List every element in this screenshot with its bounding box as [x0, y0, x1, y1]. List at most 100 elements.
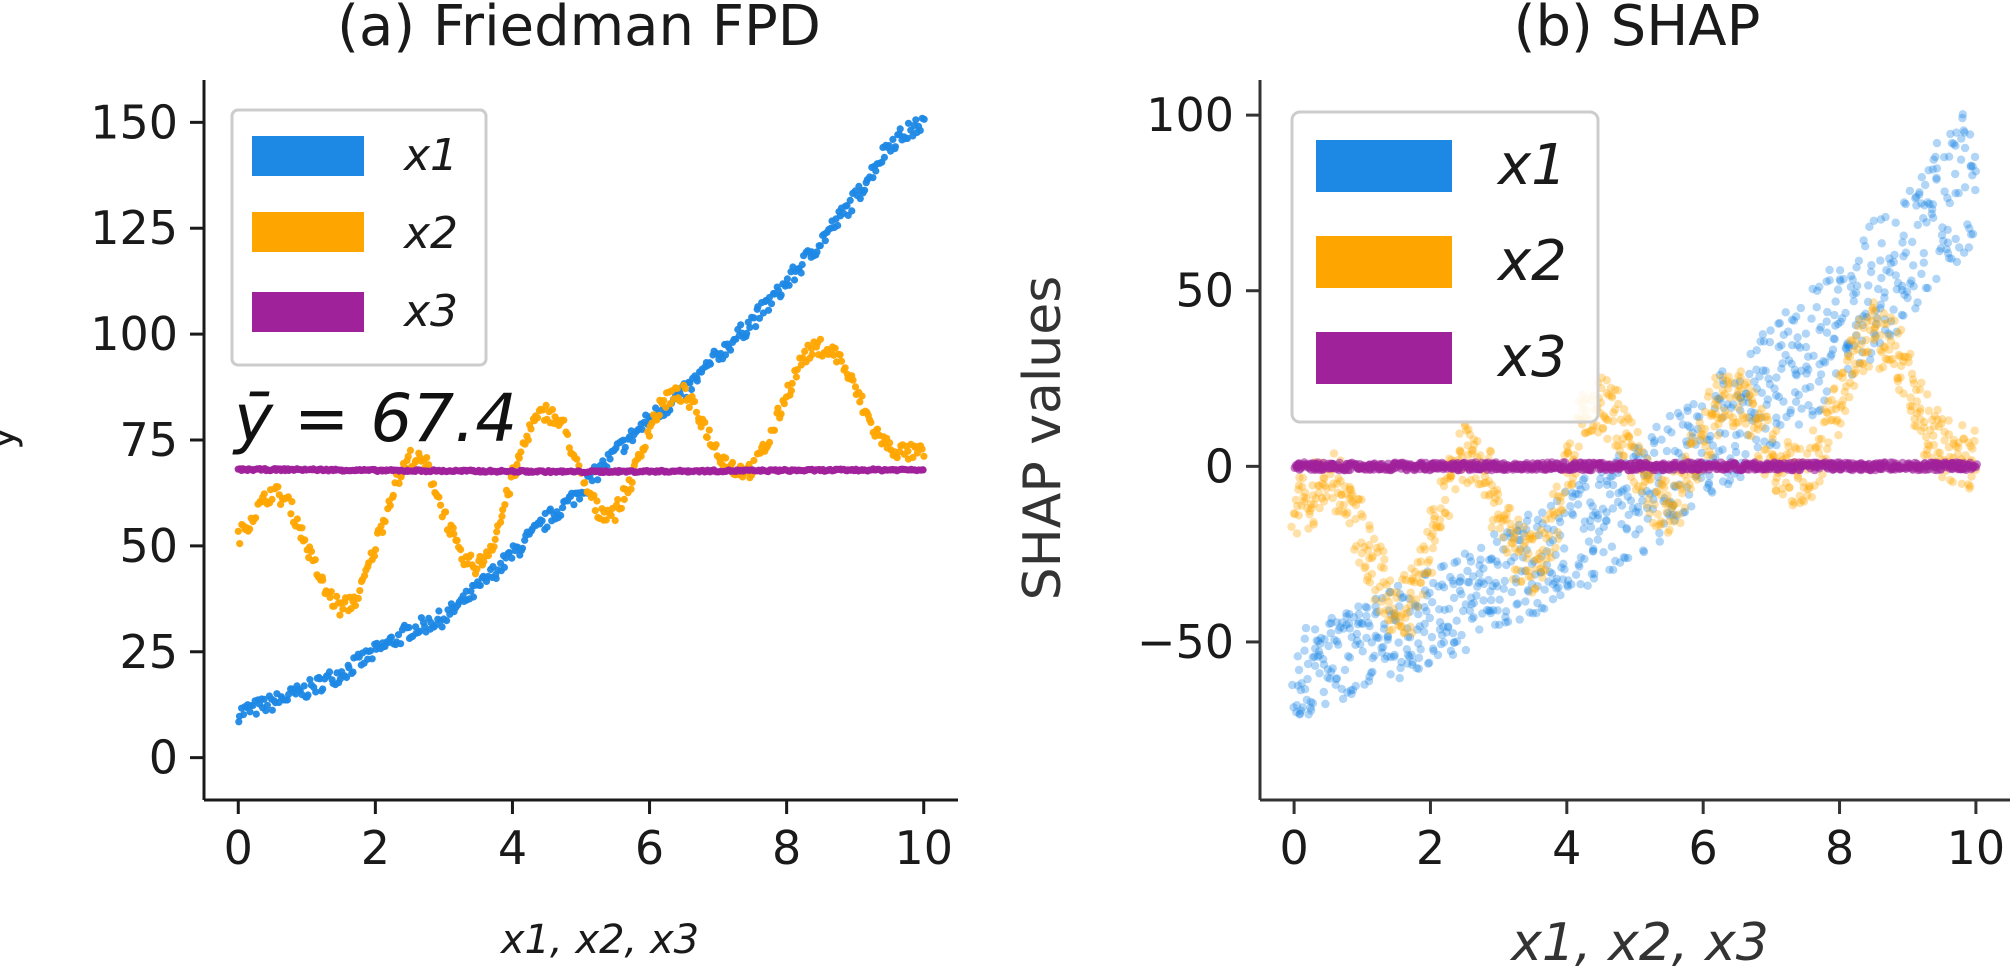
point-x1: [1589, 546, 1598, 556]
point-x2: [1620, 405, 1629, 414]
point-x1: [1580, 554, 1589, 564]
point-x2: [268, 495, 276, 503]
point-x2: [1339, 500, 1348, 510]
panel-a-y-label: y: [0, 426, 24, 450]
point-x1: [1643, 514, 1652, 523]
point-x2: [1937, 419, 1946, 428]
point-x1: [1901, 199, 1910, 209]
point-x2: [1552, 482, 1561, 491]
point-x2: [1858, 359, 1868, 368]
point-x1: [1599, 548, 1608, 557]
point-x2: [1297, 482, 1307, 491]
point-x2: [1619, 451, 1629, 461]
point-x2: [1894, 329, 1903, 338]
point-x2: [1430, 511, 1439, 521]
point-x2: [1873, 314, 1883, 323]
point-x2: [326, 593, 334, 602]
point-x1: [1440, 605, 1449, 615]
point-x1: [1303, 674, 1312, 684]
point-x2: [1319, 497, 1329, 506]
point-x1: [687, 385, 696, 394]
point-x1: [1467, 593, 1476, 602]
point-x2: [1970, 436, 1979, 446]
point-x2: [628, 478, 636, 486]
point-x1: [1311, 644, 1320, 653]
point-x2: [1289, 509, 1299, 518]
point-x2: [1328, 493, 1337, 503]
point-x2: [1493, 489, 1503, 499]
point-x1: [1450, 638, 1459, 647]
point-x2: [1722, 376, 1732, 385]
point-x1: [1563, 582, 1573, 591]
point-x1: [1576, 553, 1586, 562]
point-x2: [1339, 508, 1348, 517]
point-x1: [1300, 634, 1310, 643]
point-x2: [841, 364, 849, 372]
point-x1: [1545, 567, 1555, 577]
point-x1: [1602, 516, 1611, 526]
point-x2: [1387, 588, 1396, 597]
point-x1: [1876, 256, 1885, 265]
point-x1: [1752, 384, 1762, 393]
point-x2: [1487, 523, 1496, 532]
point-x2: [1379, 578, 1388, 587]
point-x1: [1920, 201, 1929, 210]
point-x1: [1371, 631, 1380, 640]
point-x2: [1354, 495, 1363, 504]
y-tick-label: −50: [1137, 615, 1234, 669]
point-x2: [370, 552, 379, 560]
point-x2: [1663, 491, 1672, 500]
point-x1: [1314, 636, 1323, 646]
point-x1: [1912, 201, 1921, 210]
point-x1: [1794, 420, 1804, 429]
point-x2: [1865, 312, 1874, 321]
point-x2: [1845, 393, 1854, 402]
point-x2: [1358, 512, 1368, 521]
point-x1: [1750, 408, 1759, 418]
point-x2: [1769, 451, 1778, 460]
point-x2: [1399, 628, 1409, 638]
point-x2: [774, 404, 782, 412]
point-x2: [1845, 352, 1855, 361]
point-x1: [1801, 384, 1810, 393]
point-x2: [1755, 414, 1765, 423]
point-x1: [1521, 597, 1530, 606]
point-x1: [1683, 403, 1692, 412]
point-x1: [1802, 362, 1811, 371]
point-x1: [1534, 530, 1544, 540]
point-x2: [1334, 507, 1344, 516]
point-x1: [1670, 446, 1680, 456]
point-x1: [1814, 377, 1824, 386]
point-x2: [1540, 528, 1549, 538]
point-x2: [831, 344, 839, 352]
point-x1: [1793, 333, 1802, 342]
point-x2: [1795, 498, 1805, 508]
point-x1: [1705, 471, 1714, 480]
point-x1: [1913, 220, 1923, 230]
point-x2: [1489, 498, 1499, 507]
point-x2: [1700, 407, 1710, 416]
point-x2: [1522, 565, 1531, 575]
point-x1: [492, 574, 500, 583]
point-x2: [1392, 610, 1402, 620]
point-x1: [1540, 585, 1549, 594]
point-x1: [1479, 579, 1489, 589]
point-x2: [1541, 515, 1550, 524]
point-x2: [1433, 522, 1442, 532]
point-x2: [729, 458, 737, 467]
x-tick-label: 8: [1825, 821, 1854, 875]
point-x2: [1384, 597, 1394, 607]
point-x2: [1652, 487, 1662, 497]
point-x1: [1575, 562, 1584, 571]
point-x2: [1480, 472, 1490, 481]
point-x2: [620, 495, 628, 503]
point-x2: [1574, 442, 1584, 451]
point-x1: [1491, 578, 1500, 588]
point-x2: [1772, 473, 1782, 482]
point-x1: [1510, 553, 1519, 562]
point-x1: [1507, 533, 1516, 542]
point-x1: [1790, 365, 1800, 374]
point-x1: [1958, 110, 1968, 119]
point-x1: [1626, 496, 1636, 505]
point-x1: [1777, 341, 1786, 350]
